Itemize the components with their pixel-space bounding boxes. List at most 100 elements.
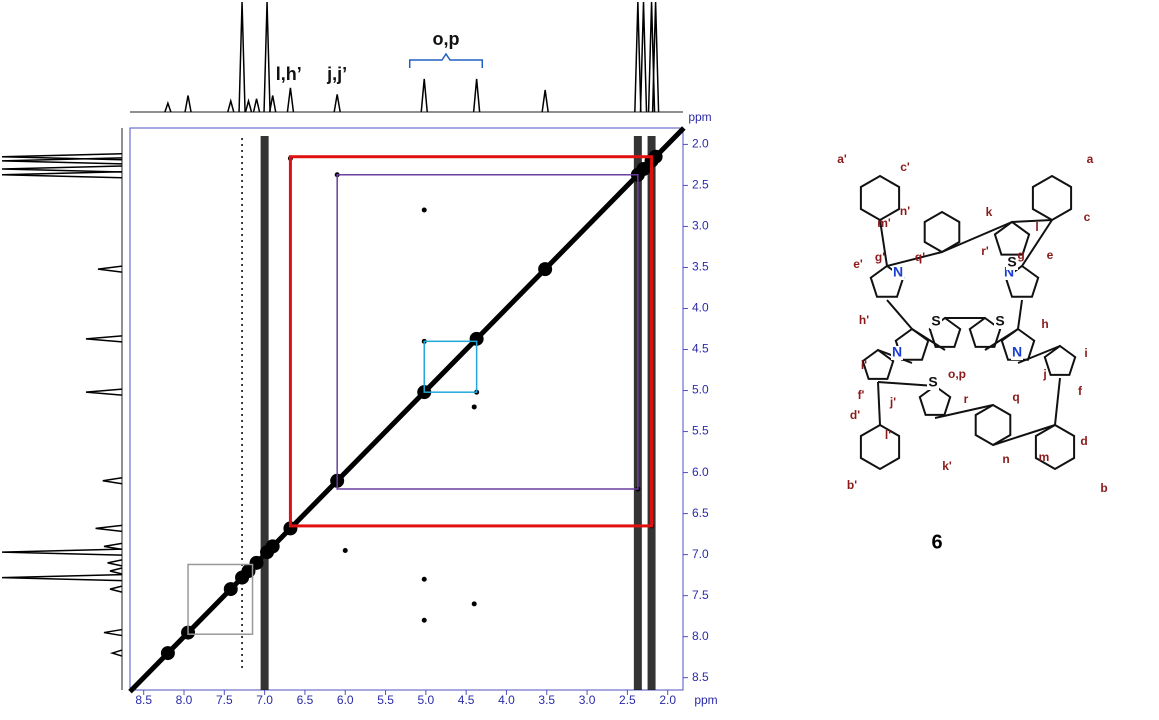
y-tick-label: 6.0 <box>692 465 709 479</box>
atom-label: a <box>1087 152 1094 166</box>
correlation-box <box>336 174 639 490</box>
correlation-box <box>288 155 654 528</box>
correlation-box <box>423 340 478 393</box>
atom-label: e <box>1047 248 1054 262</box>
heteroatom: N <box>1012 344 1022 360</box>
annotation-bracket <box>408 52 484 68</box>
y-tick-label: 7.5 <box>692 588 709 602</box>
heteroatom: N <box>1004 264 1014 280</box>
top-projection-peak <box>227 98 235 113</box>
ring <box>859 174 901 222</box>
y-tick-label: 2.0 <box>692 137 709 151</box>
bond <box>886 251 943 267</box>
bond <box>911 328 946 351</box>
diagonal-peak <box>469 331 484 346</box>
bond <box>879 219 888 267</box>
left-projection-peak <box>102 477 123 485</box>
atom-label: i <box>1084 346 1087 360</box>
left-projection-peak <box>97 265 123 273</box>
x-tick-label: 2.0 <box>659 693 676 707</box>
cross-peak <box>342 548 348 554</box>
compound-label: 6 <box>931 531 942 553</box>
top-projection-peak <box>252 98 261 113</box>
top-projection-peak <box>268 95 277 113</box>
left-projection-peak <box>109 649 123 657</box>
atom-label: n <box>1002 452 1009 466</box>
y-tick-label: 5.0 <box>692 383 709 397</box>
cross-peak <box>421 576 427 582</box>
top-projection-peak <box>639 1 648 113</box>
y-tick-label: 3.5 <box>692 260 709 274</box>
atom-label: d' <box>850 408 860 422</box>
atom-label: a' <box>837 152 847 166</box>
cross-peak <box>471 601 477 607</box>
bond <box>1021 219 1053 267</box>
atom-label: b <box>1100 481 1107 495</box>
atom-label: q <box>1012 390 1019 404</box>
atom-label: m <box>1039 450 1050 464</box>
correlation-box <box>187 563 254 635</box>
ring <box>918 384 952 416</box>
x-tick-label: 6.5 <box>297 693 314 707</box>
y-tick-label: 4.5 <box>692 342 709 356</box>
left-projection-peak <box>1 171 123 179</box>
atom-label: l' <box>885 428 891 442</box>
atom-label: n' <box>900 204 910 218</box>
ring <box>859 423 901 471</box>
atom-label: h' <box>859 313 869 327</box>
heteroatom: S <box>1007 254 1016 270</box>
heteroatom: N <box>893 264 903 280</box>
atom-label: h <box>1041 317 1048 331</box>
x-tick-label: 8.0 <box>176 693 193 707</box>
top-projection-peak <box>238 1 246 113</box>
x-tick-label: 5.0 <box>418 693 435 707</box>
atom-label: r <box>964 392 969 406</box>
left-projection-peak <box>1 573 123 582</box>
atom-label: f <box>1078 384 1083 398</box>
bond <box>877 381 936 387</box>
top-projection-peak <box>244 98 253 113</box>
ring <box>1031 174 1073 222</box>
left-projection-peak <box>1 165 123 173</box>
atom-label: k <box>986 205 993 219</box>
x-tick-label: 7.0 <box>256 693 273 707</box>
top-projection-peak <box>286 87 295 113</box>
left-projection-peak <box>107 559 123 567</box>
diagonal-peak <box>265 539 280 554</box>
x-tick-label: 7.5 <box>216 693 233 707</box>
y-tick-label: 2.5 <box>692 178 709 192</box>
cross-peak <box>471 404 477 410</box>
left-projection-peak <box>109 567 123 575</box>
left-projection-peak <box>95 524 123 533</box>
peak-annotation: j,j’ <box>326 64 347 84</box>
ring <box>993 220 1031 256</box>
left-projection-peak <box>85 335 123 343</box>
diagonal-peak <box>538 262 553 277</box>
atom-label: r' <box>981 244 989 258</box>
atom-label: j' <box>889 395 896 409</box>
top-projection-peak <box>651 1 660 113</box>
atom-bg <box>891 346 903 360</box>
atom-label: o,p <box>948 367 966 381</box>
ring <box>1043 344 1077 376</box>
atom-label: l <box>1035 220 1038 234</box>
y-tick-label: 6.5 <box>692 506 709 520</box>
atom-bg <box>994 315 1006 329</box>
x-tick-label: 3.0 <box>579 693 596 707</box>
top-projection-peak <box>164 100 172 113</box>
x-axis-label: ppm <box>694 693 717 707</box>
top-projection-peak <box>472 78 481 113</box>
left-projection-peak <box>1 548 123 556</box>
top-projection-peak <box>333 94 341 113</box>
y-tick-label: 8.5 <box>692 670 709 684</box>
x-tick-label: 8.5 <box>135 693 152 707</box>
top-projection-peak <box>634 1 642 113</box>
left-projection-peak <box>85 388 123 396</box>
atom-label: g <box>1017 248 1024 262</box>
x-tick-label: 4.5 <box>458 693 475 707</box>
y-tick-label: 5.5 <box>692 424 709 438</box>
y-tick-label: 3.0 <box>692 219 709 233</box>
bond <box>886 299 913 330</box>
top-projection-peak <box>420 78 428 113</box>
